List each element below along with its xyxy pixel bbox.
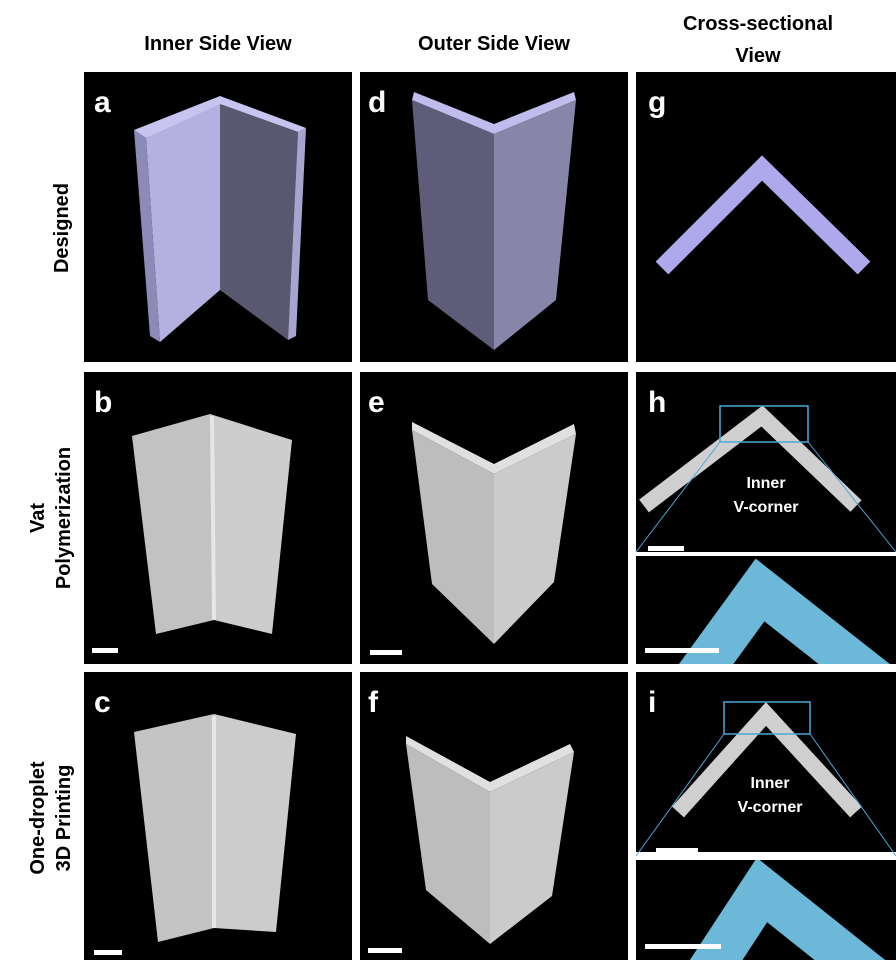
row-label: 3D Printing (53, 765, 75, 872)
page: Inner Side View Outer Side View Cross-se… (0, 0, 896, 960)
panel-letter: f (368, 686, 379, 719)
row-label: One-droplet (27, 761, 49, 875)
annotation: V-corner (734, 499, 799, 516)
panel-letter: h (648, 386, 666, 419)
annotation: Inner (746, 475, 785, 492)
column-header: Outer Side View (418, 33, 570, 55)
row-label: Polymerization (53, 447, 75, 589)
annotation: V-corner (738, 799, 803, 816)
annotation: Inner (750, 775, 789, 792)
scale-bar (368, 948, 402, 953)
vat-inner-model (132, 414, 292, 634)
figure: Inner Side View Outer Side View Cross-se… (0, 0, 896, 960)
column-header: View (735, 45, 781, 67)
panel-letter: b (94, 386, 112, 419)
panel-letter: d (368, 86, 386, 119)
scale-bar (656, 848, 698, 853)
scale-bar (94, 950, 122, 955)
panel-letter: a (94, 86, 111, 119)
row-label: Vat (27, 503, 49, 533)
scale-bar (370, 650, 402, 655)
panel-letter: c (94, 686, 111, 719)
scale-bar (648, 546, 684, 551)
droplet-inner-model (134, 714, 296, 942)
scale-bar (92, 648, 118, 653)
scale-bar (645, 648, 719, 653)
column-header: Cross-sectional (683, 13, 833, 35)
scale-bar (645, 944, 721, 949)
column-header: Inner Side View (144, 33, 292, 55)
panel-letter: i (648, 686, 656, 719)
panel-letter: g (648, 86, 666, 119)
panel-letter: e (368, 386, 385, 419)
row-label: Designed (51, 183, 73, 273)
